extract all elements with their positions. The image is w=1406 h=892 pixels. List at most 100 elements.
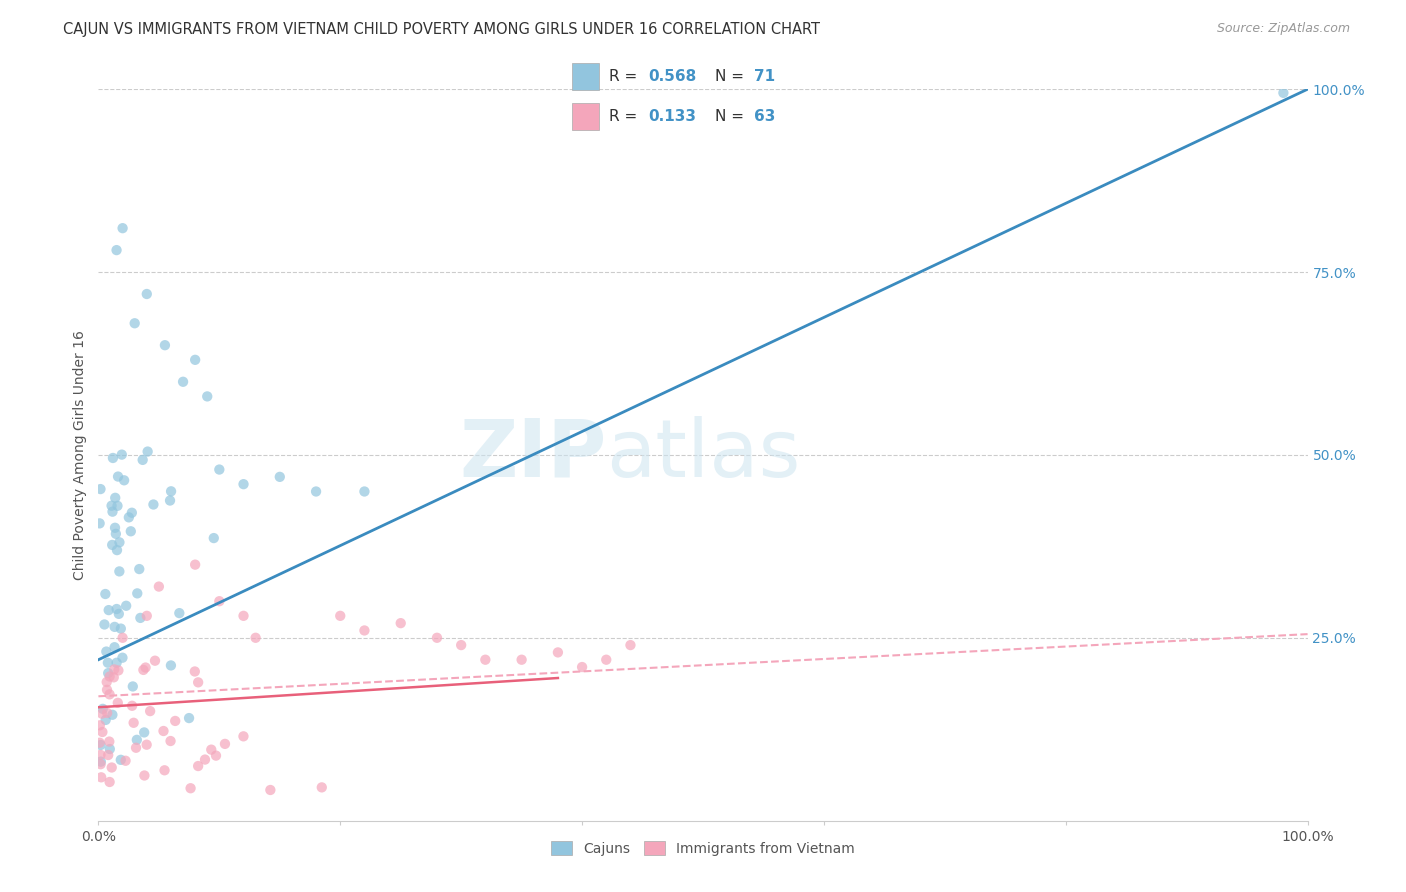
Point <box>1272 86 1295 100</box>
Point <box>122 715 145 730</box>
Point <box>595 653 617 667</box>
Point <box>91 702 114 716</box>
Point <box>121 506 143 520</box>
Point <box>259 783 281 797</box>
Point <box>180 781 202 796</box>
Point <box>89 747 111 762</box>
Point <box>389 616 412 631</box>
Point <box>510 653 533 667</box>
Point <box>619 638 641 652</box>
Point <box>135 738 157 752</box>
Point <box>129 611 152 625</box>
Point <box>200 742 222 756</box>
Point <box>214 737 236 751</box>
Point <box>329 608 352 623</box>
Text: 71: 71 <box>754 69 776 84</box>
Point <box>121 698 143 713</box>
Point <box>114 754 136 768</box>
Point <box>118 510 141 524</box>
Point <box>111 631 134 645</box>
Point <box>97 747 120 762</box>
Point <box>547 645 569 659</box>
Point <box>153 764 176 778</box>
Point <box>97 666 120 681</box>
Point <box>89 718 111 732</box>
Point <box>353 484 375 499</box>
Point <box>143 654 166 668</box>
Point <box>108 607 131 621</box>
Text: R =: R = <box>609 109 643 124</box>
Point <box>177 711 200 725</box>
Point <box>112 473 135 487</box>
Point <box>93 617 115 632</box>
Point <box>101 707 124 722</box>
Point <box>571 660 593 674</box>
Point <box>96 682 118 697</box>
Point <box>184 352 207 367</box>
Point <box>96 675 118 690</box>
Text: Source: ZipAtlas.com: Source: ZipAtlas.com <box>1216 22 1350 36</box>
Point <box>142 498 165 512</box>
Point <box>139 704 162 718</box>
Point <box>135 608 157 623</box>
Point <box>165 714 187 728</box>
Point <box>148 580 170 594</box>
Point <box>89 482 111 496</box>
Text: 63: 63 <box>754 109 776 124</box>
Point <box>132 663 155 677</box>
Point <box>111 221 134 235</box>
Point <box>105 602 128 616</box>
Point <box>111 448 134 462</box>
Text: 0.133: 0.133 <box>648 109 696 124</box>
Text: CAJUN VS IMMIGRANTS FROM VIETNAM CHILD POVERTY AMONG GIRLS UNDER 16 CORRELATION : CAJUN VS IMMIGRANTS FROM VIETNAM CHILD P… <box>63 22 820 37</box>
Point <box>474 653 496 667</box>
Point <box>104 526 127 541</box>
Point <box>232 729 254 743</box>
Point <box>107 664 129 678</box>
Point <box>208 594 231 608</box>
Point <box>353 624 375 638</box>
Point <box>105 543 128 558</box>
Point <box>105 243 128 257</box>
FancyBboxPatch shape <box>572 103 599 130</box>
Text: 0.568: 0.568 <box>648 69 697 84</box>
Point <box>169 606 191 620</box>
Point <box>187 759 209 773</box>
Point <box>104 620 127 634</box>
Point <box>160 484 183 499</box>
Point <box>202 531 225 545</box>
Point <box>269 470 291 484</box>
Point <box>89 736 111 750</box>
Point <box>426 631 449 645</box>
Point <box>134 768 156 782</box>
Text: atlas: atlas <box>606 416 800 494</box>
Point <box>160 658 183 673</box>
Text: ZIP: ZIP <box>458 416 606 494</box>
Point <box>103 640 125 655</box>
Point <box>103 670 125 684</box>
Point <box>107 696 129 710</box>
Text: N =: N = <box>714 109 749 124</box>
Point <box>194 753 217 767</box>
Point <box>100 760 122 774</box>
Point <box>124 316 146 330</box>
Point <box>90 755 112 769</box>
Point <box>98 742 121 756</box>
Point <box>311 780 333 795</box>
Point <box>110 753 132 767</box>
Point <box>134 725 156 739</box>
Point <box>94 587 117 601</box>
Point <box>187 675 209 690</box>
Point <box>90 706 112 721</box>
Point <box>184 665 207 679</box>
Point <box>110 622 132 636</box>
Point <box>101 505 124 519</box>
Point <box>121 680 143 694</box>
Point <box>208 462 231 476</box>
Point <box>245 631 267 645</box>
Point <box>90 757 112 772</box>
Point <box>98 687 121 701</box>
FancyBboxPatch shape <box>572 62 599 90</box>
Text: N =: N = <box>714 69 749 84</box>
Point <box>205 748 228 763</box>
